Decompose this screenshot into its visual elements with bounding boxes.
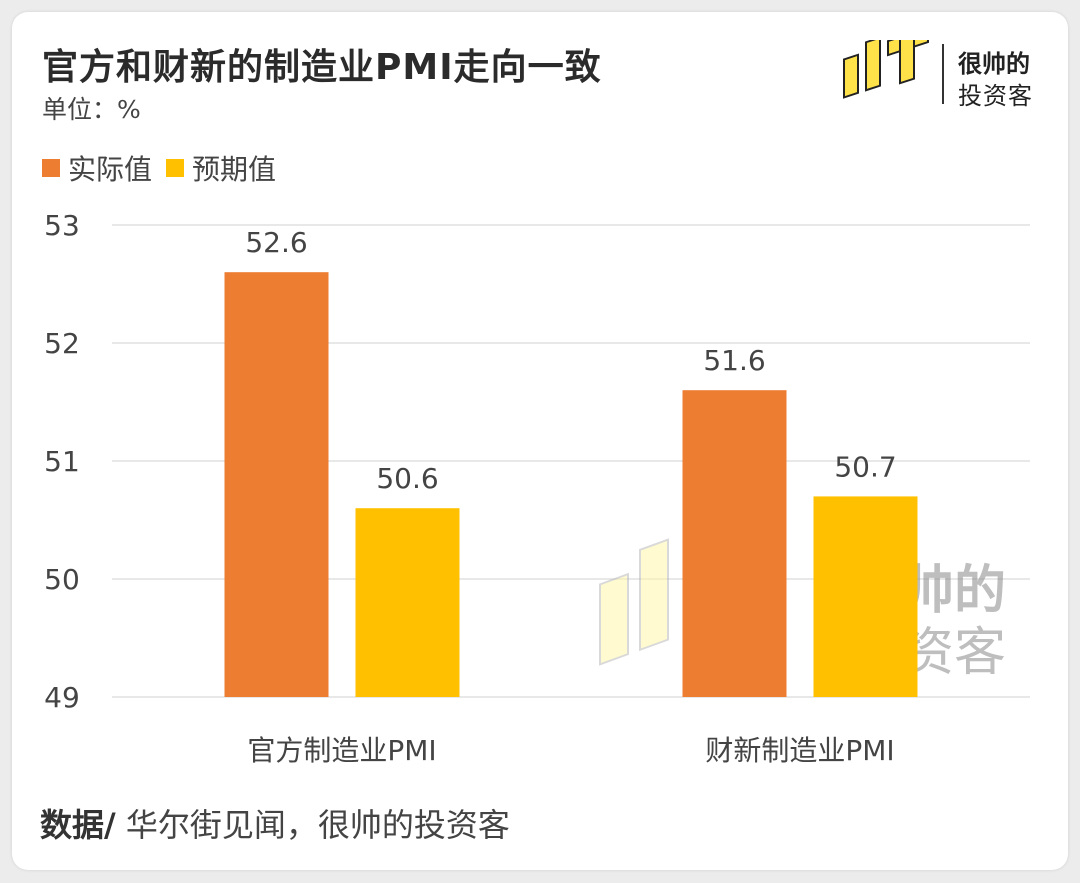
legend-item-actual: 实际值 [42,148,152,188]
data-label: 50.6 [376,462,438,495]
y-tick-label: 50 [44,563,80,596]
chart-card [12,12,1068,870]
data-labels: 52.6 50.6 51.6 50.7 [245,226,896,495]
chart-title: 官方和财新的制造业PMI走向一致 [42,47,602,88]
y-tick-label: 53 [44,209,80,242]
source-text: 华尔街见闻，很帅的投资客 [115,806,510,844]
legend: 实际值 预期值 [42,148,290,188]
bar-expected [355,508,460,697]
bar-expected [813,496,918,697]
y-tick-label: 51 [44,445,80,478]
bars [224,272,918,697]
logo-text-line2: 投资客 [958,82,1033,110]
legend-swatch-actual [42,159,60,177]
legend-label-actual: 实际值 [68,153,153,186]
source-footer: 数据/ 华尔街见闻，很帅的投资客 [40,800,510,846]
data-label: 51.6 [703,344,765,377]
data-label: 52.6 [245,226,307,259]
y-tick-label: 52 [44,327,80,360]
x-category-label: 官方制造业PMI [247,734,436,767]
watermark: 很帅的 投资客 [599,527,1006,685]
bar-actual [682,390,787,697]
axis-labels: 49 50 51 52 53 官方制造业PMI 财新制造业PMI [44,209,894,767]
y-tick-label: 49 [44,681,80,714]
x-category-label: 财新制造业PMI [705,734,894,767]
source-lead: 数据/ [40,806,116,844]
legend-item-expected: 预期值 [166,148,276,188]
logo-text-line1: 很帅的 [958,50,1030,78]
legend-swatch-expected [166,159,185,177]
unit-label: 单位：% [42,95,141,124]
bar-actual [224,272,329,697]
data-label: 50.7 [834,450,896,483]
logo-divider [942,44,944,104]
legend-label-expected: 预期值 [192,153,277,186]
